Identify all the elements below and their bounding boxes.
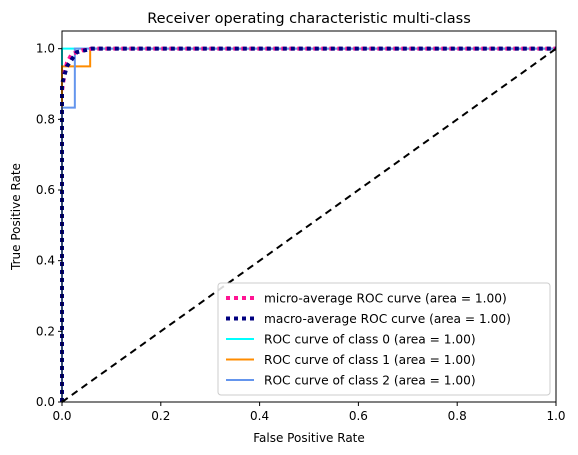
plot-frame bbox=[61, 30, 557, 403]
x-tick-label: 0.2 bbox=[151, 409, 170, 423]
x-tick-label: 0.6 bbox=[349, 409, 368, 423]
plot-area bbox=[60, 30, 557, 403]
legend-box bbox=[217, 282, 551, 396]
y-tick-label: 0.8 bbox=[36, 112, 55, 126]
legend-label-1: macro-average ROC curve (area = 1.00) bbox=[264, 312, 511, 326]
legend: micro-average ROC curve (area = 1.00) mac… bbox=[217, 282, 551, 396]
y-tick-label: 0.0 bbox=[36, 395, 55, 409]
legend-label-4: ROC curve of class 2 (area = 1.00) bbox=[264, 374, 476, 388]
x-axis-ticks: 0.0 0.2 0.4 0.6 0.8 1.0 bbox=[52, 402, 566, 423]
y-tick-label: 0.6 bbox=[36, 183, 55, 197]
y-tick-label: 1.0 bbox=[36, 42, 55, 56]
y-axis-ticks: 0.0 0.2 0.4 0.6 0.8 1.0 bbox=[36, 42, 62, 409]
x-tick-label: 0.0 bbox=[52, 409, 71, 423]
x-tick-label: 0.4 bbox=[250, 409, 269, 423]
x-tick-label: 1.0 bbox=[546, 409, 565, 423]
y-tick-label: 0.2 bbox=[36, 324, 55, 338]
diagonal-reference-line bbox=[61, 47, 557, 403]
chart-title: Receiver operating characteristic multi-… bbox=[147, 11, 471, 27]
legend-label-0: micro-average ROC curve (area = 1.00) bbox=[264, 292, 507, 306]
x-tick-label: 0.8 bbox=[448, 409, 467, 423]
y-axis-label: True Positive Rate bbox=[9, 163, 23, 271]
x-axis-label: False Positive Rate bbox=[253, 431, 365, 445]
legend-label-2: ROC curve of class 0 (area = 1.00) bbox=[264, 333, 476, 347]
y-tick-label: 0.4 bbox=[36, 254, 55, 268]
legend-label-3: ROC curve of class 1 (area = 1.00) bbox=[264, 353, 476, 367]
